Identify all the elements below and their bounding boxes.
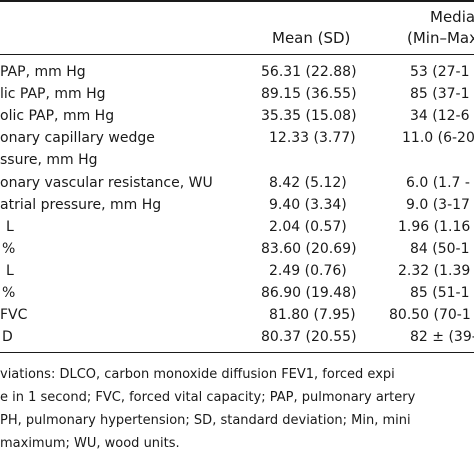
row-label: %	[2, 285, 16, 301]
footnote-line: PH, pulmonary hypertension; SD, standard…	[0, 413, 411, 428]
row-label: lic PAP, mm Hg	[0, 86, 106, 102]
bottom-rule	[0, 352, 474, 353]
top-rule	[0, 0, 474, 2]
row-mean: 8.42 (5.12)	[269, 175, 347, 191]
row-label: onary vascular resistance, WU	[0, 175, 213, 191]
row-label: %	[2, 241, 16, 257]
row-label: ssure, mm Hg	[0, 152, 98, 168]
row-label: atrial pressure, mm Hg	[0, 197, 162, 213]
mean-header: Mean (SD)	[272, 29, 351, 47]
row-label: olic PAP, mm Hg	[0, 108, 115, 124]
row-median: 9.0 (3-17	[406, 197, 470, 213]
row-median: 80.50 (70-1	[389, 307, 471, 323]
row-median: 34 (12-6	[410, 108, 470, 124]
row-median: 1.96 (1.16	[398, 219, 471, 235]
row-label: FVC	[0, 307, 28, 323]
row-mean: 83.60 (20.69)	[261, 241, 357, 257]
row-mean: 80.37 (20.55)	[261, 329, 357, 345]
row-median: 85 (51-1	[410, 285, 470, 301]
header-rule	[0, 54, 474, 55]
row-median: 53 (27-1	[410, 64, 470, 80]
row-median: 82 ± (39-	[410, 329, 474, 345]
row-label: onary capillary wedge	[0, 130, 155, 146]
row-median: 2.32 (1.39	[398, 263, 471, 279]
row-median: 6.0 (1.7 -	[406, 175, 470, 191]
row-label: L	[6, 263, 14, 279]
row-mean: 2.49 (0.76)	[269, 263, 347, 279]
row-label: PAP, mm Hg	[0, 64, 86, 80]
row-mean: 2.04 (0.57)	[269, 219, 347, 235]
row-mean: 9.40 (3.34)	[269, 197, 347, 213]
median-header-line1: Median	[430, 8, 474, 26]
row-mean: 89.15 (36.55)	[261, 86, 357, 102]
row-mean: 81.80 (7.95)	[269, 307, 356, 323]
row-mean: 12.33 (3.77)	[269, 130, 356, 146]
row-mean: 56.31 (22.88)	[261, 64, 357, 80]
row-mean: 86.90 (19.48)	[261, 285, 357, 301]
row-median: 84 (50-1	[410, 241, 470, 257]
median-header-line2: (Min–Max)	[407, 29, 474, 47]
row-label: L	[6, 219, 14, 235]
row-mean: 35.35 (15.08)	[261, 108, 357, 124]
footnote-line: e in 1 second; FVC, forced vital capacit…	[0, 390, 416, 405]
footnote-line: maximum; WU, wood units.	[0, 436, 180, 451]
row-label: D	[2, 329, 13, 345]
row-median: 85 (37-1	[410, 86, 470, 102]
footnote-line: viations: DLCO, carbon monoxide diffusio…	[0, 367, 395, 382]
row-median: 11.0 (6-20	[402, 130, 474, 146]
